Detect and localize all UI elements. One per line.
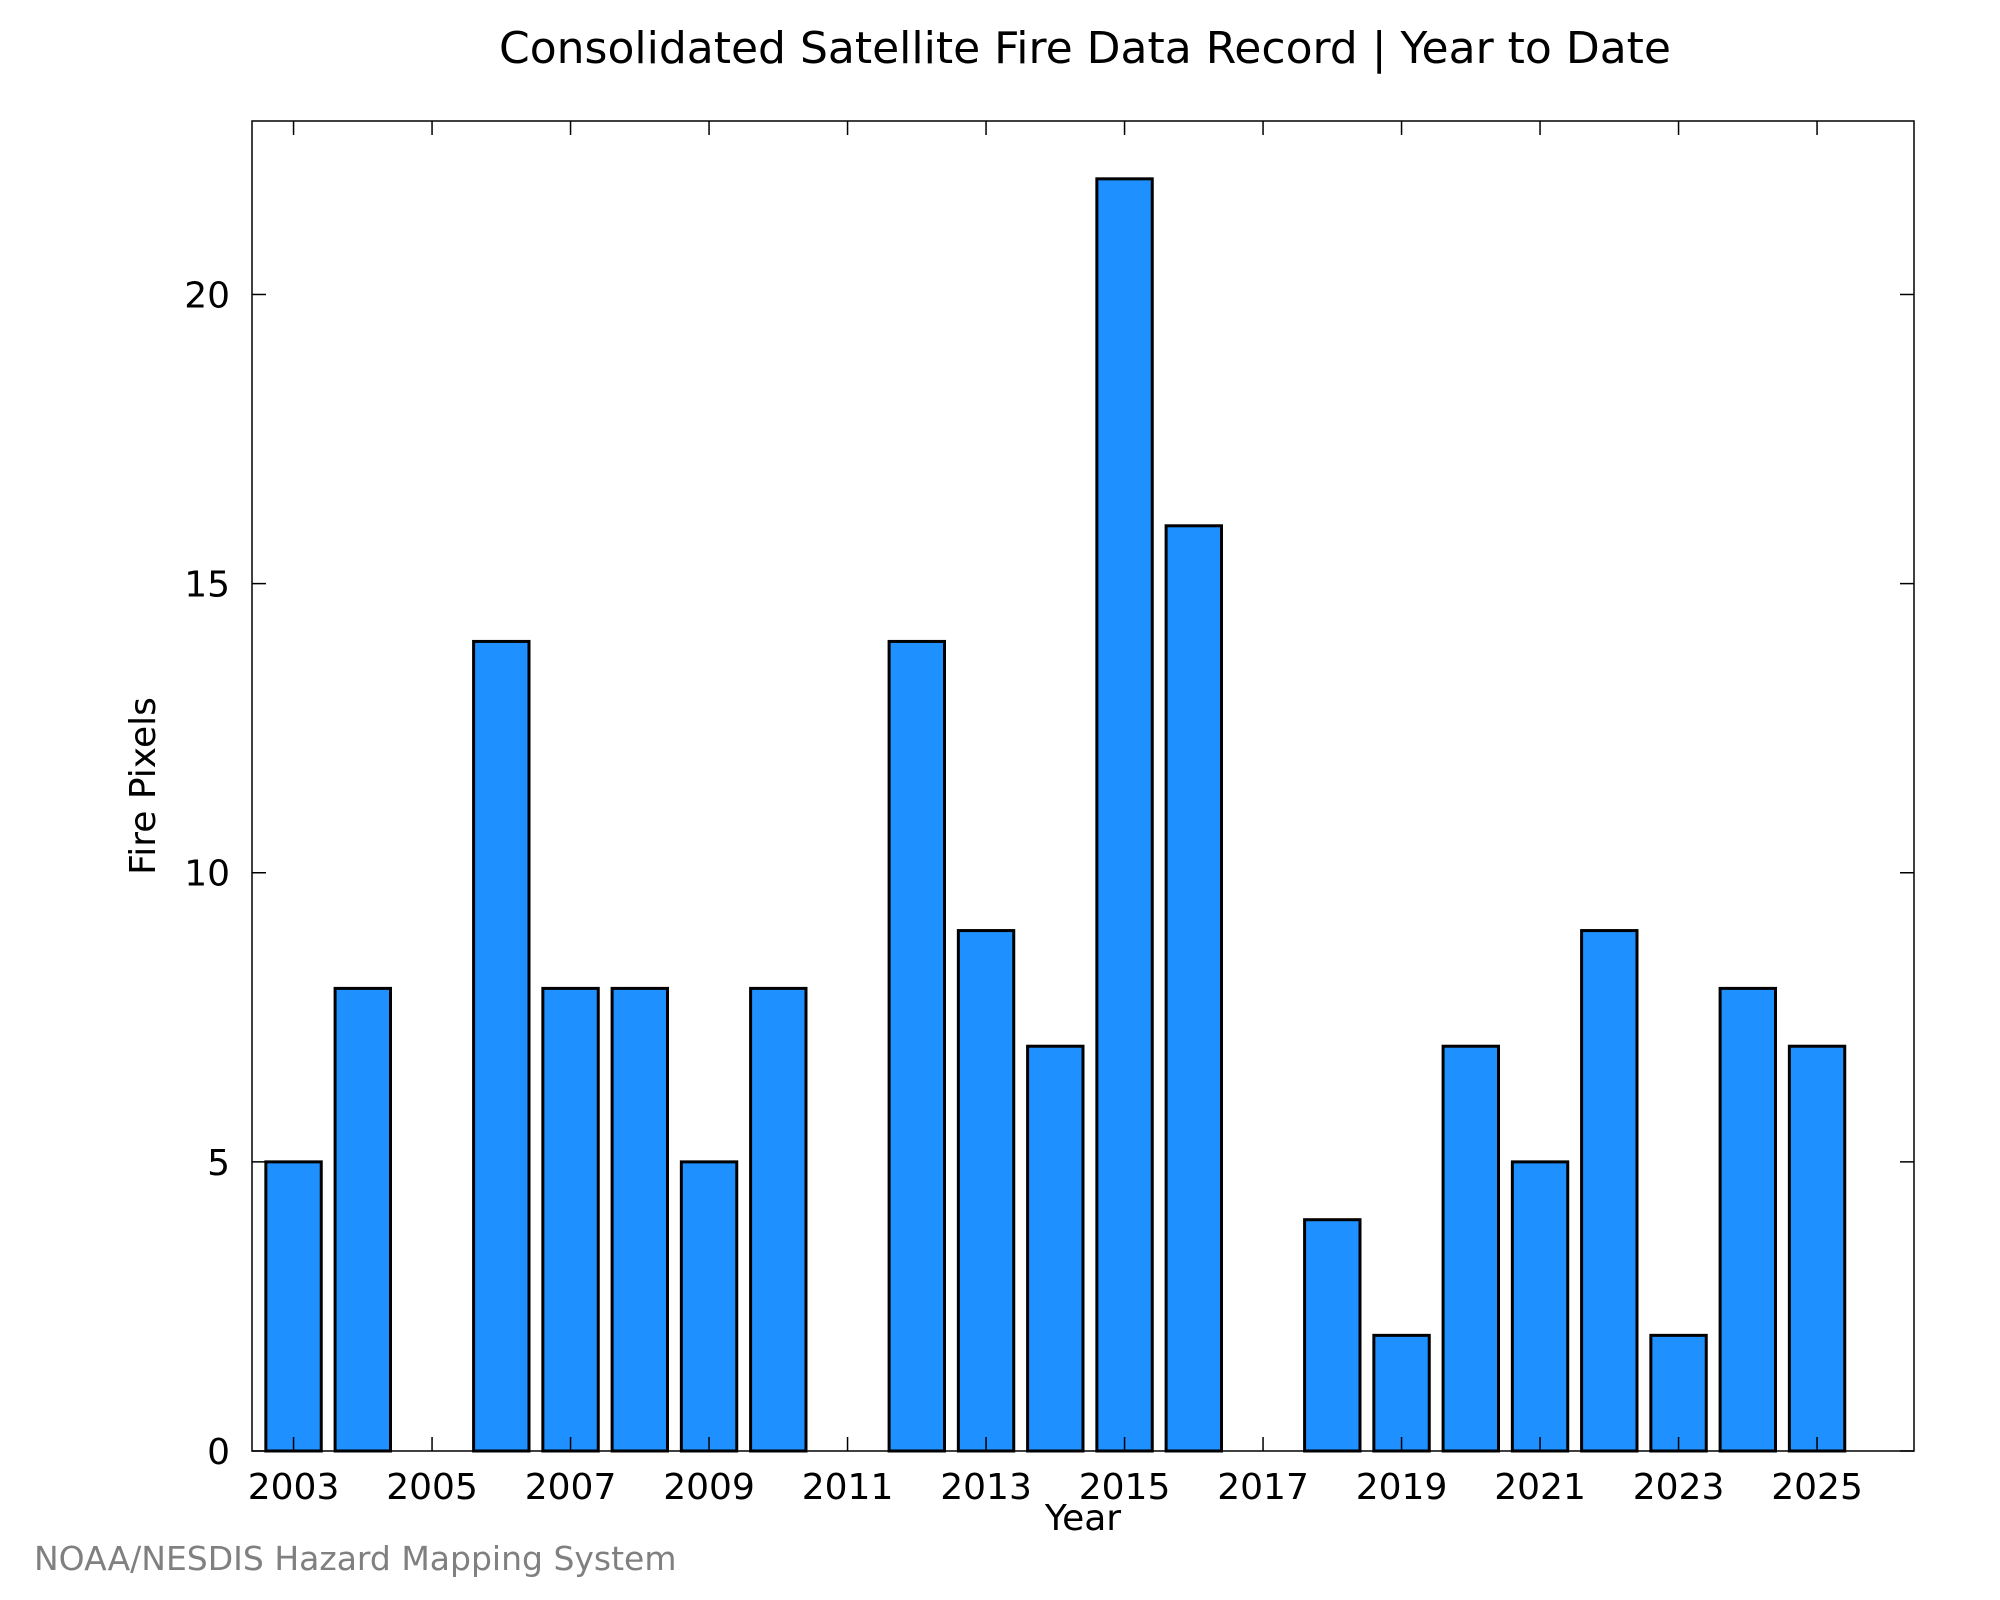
x-tick-label-2013: 2013: [940, 1467, 1032, 1508]
chart-title: Consolidated Satellite Fire Data Record …: [499, 23, 1671, 74]
bar-2003: [264, 1160, 323, 1453]
bar-2021: [1510, 1160, 1570, 1453]
bar-2018: [1303, 1218, 1362, 1453]
x-tick-label-2021: 2021: [1494, 1467, 1586, 1508]
bar-2019: [1372, 1333, 1431, 1453]
bar-2008: [610, 986, 669, 1453]
bar-2006: [472, 639, 531, 1453]
bar-series: [264, 177, 1847, 1453]
bar-2014: [1026, 1044, 1085, 1453]
bar-2007: [541, 986, 600, 1453]
source-note: NOAA/NESDIS Hazard Mapping System: [34, 1539, 677, 1578]
bar-2013: [956, 929, 1016, 1453]
y-tick-label-0: 0: [207, 1432, 230, 1473]
x-axis-label: Year: [1044, 1498, 1121, 1539]
x-tick-label-2023: 2023: [1633, 1467, 1725, 1508]
plot-frame: [251, 120, 1915, 1452]
x-tick-label-2005: 2005: [386, 1467, 478, 1508]
bar-2022: [1580, 929, 1639, 1453]
y-tick-label-20: 20: [184, 275, 230, 316]
bar-2010: [749, 986, 808, 1453]
x-tick-label-2025: 2025: [1771, 1467, 1863, 1508]
x-tick-label-2009: 2009: [663, 1467, 755, 1508]
y-tick-label-5: 5: [207, 1143, 230, 1184]
bar-2023: [1649, 1333, 1708, 1453]
bar-2015: [1095, 177, 1154, 1453]
x-tick-label-2011: 2011: [802, 1467, 894, 1508]
x-tick-label-2003: 2003: [248, 1467, 340, 1508]
x-tick-label-2017: 2017: [1217, 1467, 1309, 1508]
bar-2024: [1718, 986, 1777, 1453]
y-tick-label-10: 10: [184, 854, 230, 895]
y-tick-label-15: 15: [184, 565, 230, 606]
x-tick-label-2015: 2015: [1079, 1467, 1171, 1508]
bar-2016: [1164, 524, 1223, 1453]
bar-2009: [679, 1160, 739, 1453]
bar-2004: [333, 986, 393, 1453]
y-axis-label: Fire Pixels: [123, 697, 164, 875]
bar-2025: [1787, 1044, 1847, 1453]
x-tick-label-2019: 2019: [1356, 1467, 1448, 1508]
x-tick-label-2007: 2007: [525, 1467, 617, 1508]
bar-2020: [1441, 1044, 1500, 1453]
bar-2012: [887, 639, 946, 1453]
axis-ticks: 0 5 10 15 20 2003 2005 2007 2009 2011 2013 2015 2017…: [184, 121, 1914, 1508]
